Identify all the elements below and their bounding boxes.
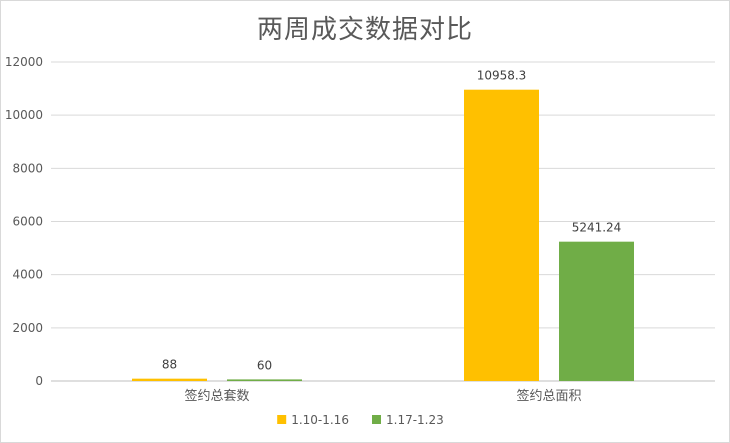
data-label: 10958.3 (477, 69, 527, 83)
bar (559, 241, 634, 381)
y-tick-label: 4000 (12, 268, 43, 282)
y-tick-label: 8000 (12, 161, 43, 175)
bar (464, 89, 539, 381)
legend-swatch (372, 415, 381, 424)
legend-label: 1.17-1.23 (386, 413, 444, 427)
category-label: 签约总套数 (184, 388, 249, 404)
legend-label: 1.10-1.16 (291, 413, 349, 427)
y-tick-label: 6000 (12, 215, 43, 229)
chart-title: 两周成交数据对比 (256, 15, 473, 45)
y-tick-label: 12000 (5, 55, 43, 69)
legend-swatch (277, 415, 287, 424)
bar (132, 378, 207, 381)
data-label: 60 (257, 358, 272, 372)
bar (227, 379, 302, 381)
y-tick-label: 10000 (5, 108, 43, 122)
y-tick-label: 0 (35, 374, 43, 388)
data-label: 88 (162, 358, 177, 372)
data-label: 5241.24 (572, 221, 622, 235)
category-label: 签约总面积 (516, 388, 581, 404)
y-tick-label: 2000 (12, 321, 43, 335)
